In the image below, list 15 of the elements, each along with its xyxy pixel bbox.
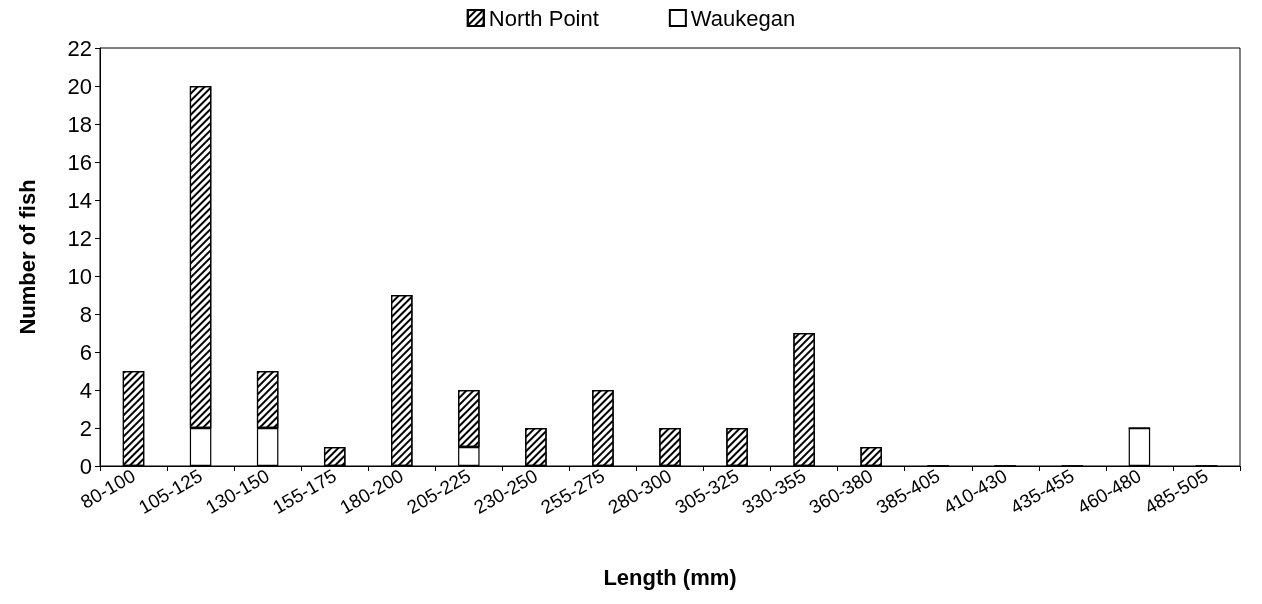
y-tick-label: 6	[79, 339, 92, 365]
y-tick-label: 20	[67, 73, 92, 99]
legend-label: North Point	[488, 5, 599, 31]
y-axis-title: Number of fish	[14, 179, 40, 335]
y-tick-label: 4	[79, 377, 92, 403]
y-tick-label: 22	[67, 35, 92, 61]
y-tick-label: 16	[67, 149, 92, 175]
y-tick-label: 10	[67, 263, 92, 289]
y-tick-label: 14	[67, 187, 92, 213]
legend-label: Waukegan	[690, 5, 796, 31]
y-tick-label: 12	[67, 225, 92, 251]
x-axis-title: Length (mm)	[603, 564, 737, 590]
y-tick-label: 2	[79, 415, 92, 441]
y-tick-label: 18	[67, 111, 92, 137]
y-tick-label: 8	[79, 301, 92, 327]
